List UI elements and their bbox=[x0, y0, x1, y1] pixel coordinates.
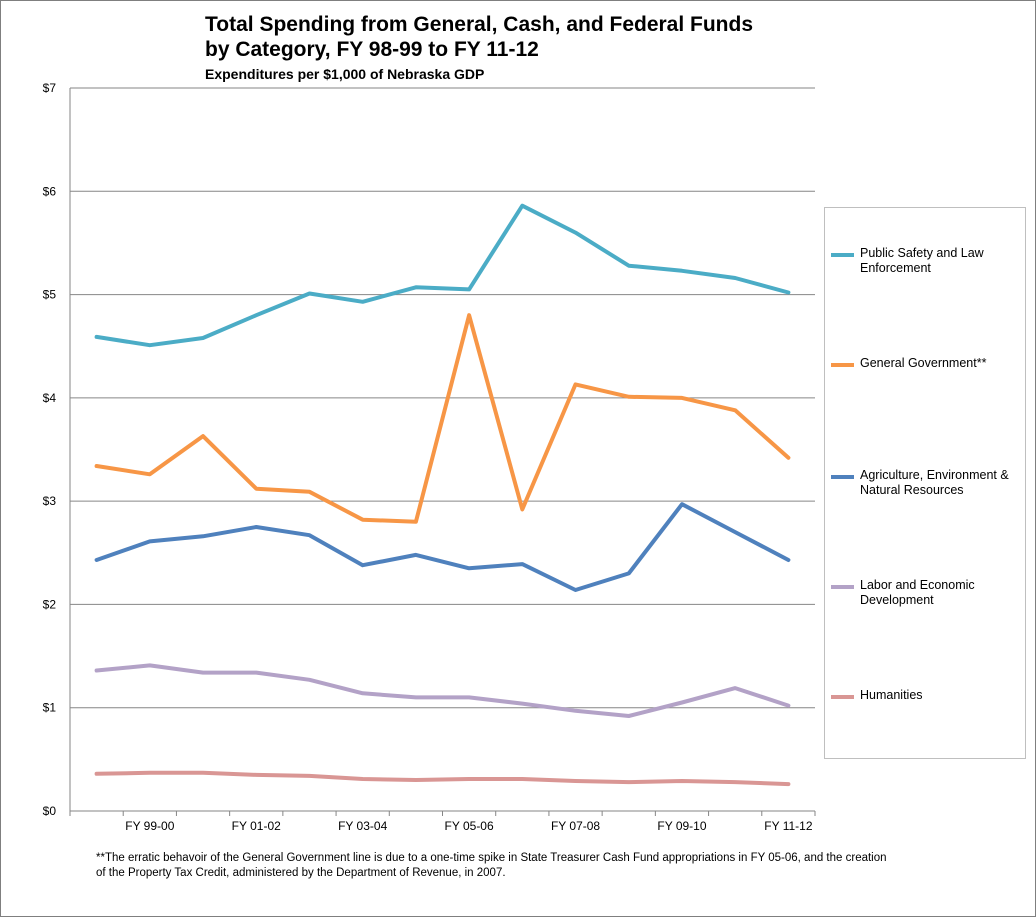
y-tick-label: $2 bbox=[43, 597, 57, 611]
series-line bbox=[94, 502, 791, 592]
footnote: **The erratic behavoir of the General Go… bbox=[96, 852, 887, 879]
x-tick-label: FY 05-06 bbox=[445, 819, 494, 833]
legend-label: General Government** bbox=[860, 356, 987, 370]
y-tick-label: $5 bbox=[43, 288, 57, 302]
legend-label: Labor and Economic Development bbox=[860, 578, 975, 607]
legend-swatch bbox=[831, 585, 854, 589]
legend-swatch bbox=[831, 253, 854, 257]
legend-swatch bbox=[831, 695, 854, 699]
y-tick-label: $6 bbox=[43, 184, 57, 198]
y-tick-label: $1 bbox=[43, 701, 57, 715]
x-tick-label: FY 03-04 bbox=[338, 819, 387, 833]
x-tick-label: FY 07-08 bbox=[551, 819, 600, 833]
series-line bbox=[94, 203, 791, 348]
legend-swatch bbox=[831, 363, 854, 367]
x-tick-label: FY 09-10 bbox=[657, 819, 706, 833]
y-tick-label: $7 bbox=[43, 81, 57, 95]
legend-label: Humanities bbox=[860, 688, 923, 702]
legend-label: Public Safety and Law Enforcement bbox=[860, 246, 984, 275]
x-tick-label: FY 01-02 bbox=[232, 819, 281, 833]
chart-legend: Public Safety and Law Enforcement General… bbox=[824, 207, 1026, 759]
chart-title-line-1: Total Spending from General, Cash, and F… bbox=[205, 13, 754, 36]
legend-swatch bbox=[831, 475, 854, 479]
series-line bbox=[94, 313, 791, 524]
chart-subtitle: Expenditures per $1,000 of Nebraska GDP bbox=[205, 66, 485, 82]
chart-title-line-2: by Category, FY 98-99 to FY 11-12 bbox=[205, 38, 539, 61]
y-tick-label: $3 bbox=[43, 494, 57, 508]
series-line bbox=[94, 770, 791, 787]
y-tick-label: $4 bbox=[43, 391, 57, 405]
series-line bbox=[94, 663, 791, 718]
x-tick-label: FY 11-12 bbox=[764, 819, 813, 833]
legend-label: Agriculture, Environment & Natural Resou… bbox=[860, 468, 1009, 497]
x-tick-label: FY 99-00 bbox=[125, 819, 174, 833]
chart-title: Total Spending from General, Cash, and F… bbox=[205, 12, 753, 62]
y-tick-label: $0 bbox=[43, 804, 57, 818]
